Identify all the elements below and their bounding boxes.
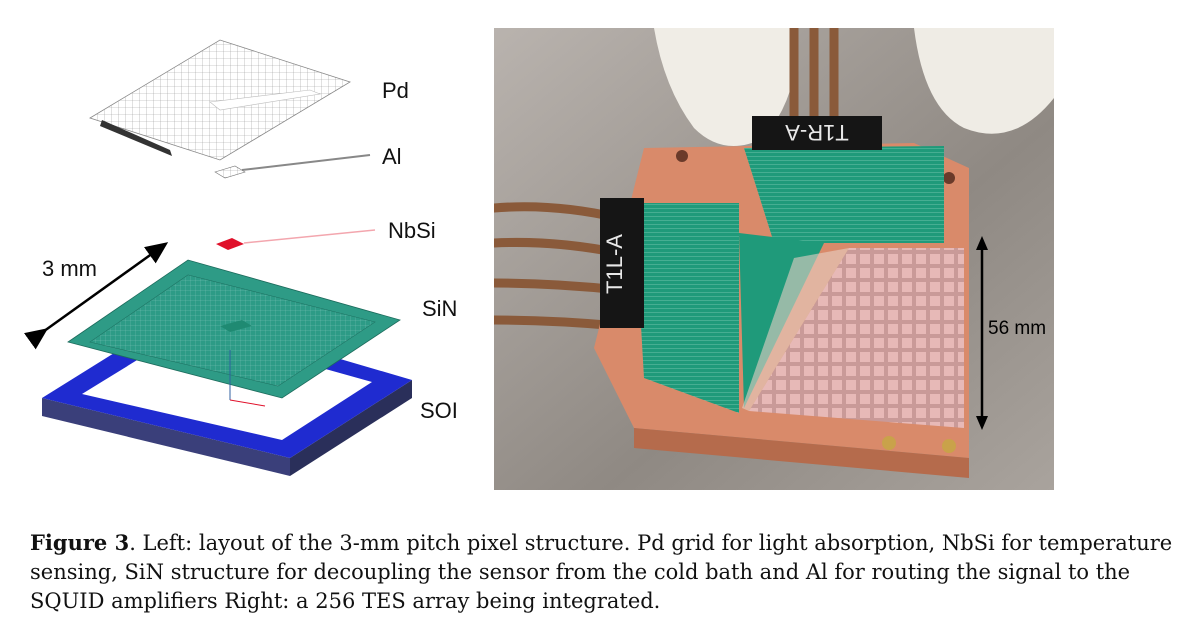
sin-label: SiN bbox=[422, 296, 457, 321]
connector-top-label: T1R-A bbox=[785, 120, 849, 145]
caption-label: Figure 3 bbox=[30, 530, 130, 555]
dimension-56mm-label: 56 mm bbox=[988, 318, 1046, 339]
al-label: Al bbox=[382, 144, 402, 169]
figure-caption: Figure 3. Left: layout of the 3-mm pitch… bbox=[30, 528, 1175, 616]
nbsi-layer bbox=[216, 229, 376, 250]
tes-array bbox=[742, 248, 964, 428]
pixel-structure-diagram: 3 mm Pd Al NbSi SiN SOI bbox=[24, 39, 458, 476]
connector-top: T1R-A bbox=[752, 116, 882, 150]
pd-label: Pd bbox=[382, 78, 409, 103]
tes-array-photo: T1L-A T1R-A 56 mm bbox=[494, 28, 1054, 490]
caption-text: . Left: layout of the 3-mm pitch pixel s… bbox=[30, 531, 1173, 613]
al-routing-layer bbox=[214, 154, 371, 179]
connector-left-label: T1L-A bbox=[602, 234, 627, 294]
dimension-56mm: 56 mm bbox=[976, 236, 1046, 430]
pd-grid-layer bbox=[89, 39, 351, 161]
dimension-label: 3 mm bbox=[42, 256, 97, 281]
dimension-arrow bbox=[24, 242, 169, 350]
connector-left: T1L-A bbox=[600, 198, 644, 328]
nbsi-label: NbSi bbox=[388, 218, 436, 243]
soi-label: SOI bbox=[420, 398, 458, 423]
